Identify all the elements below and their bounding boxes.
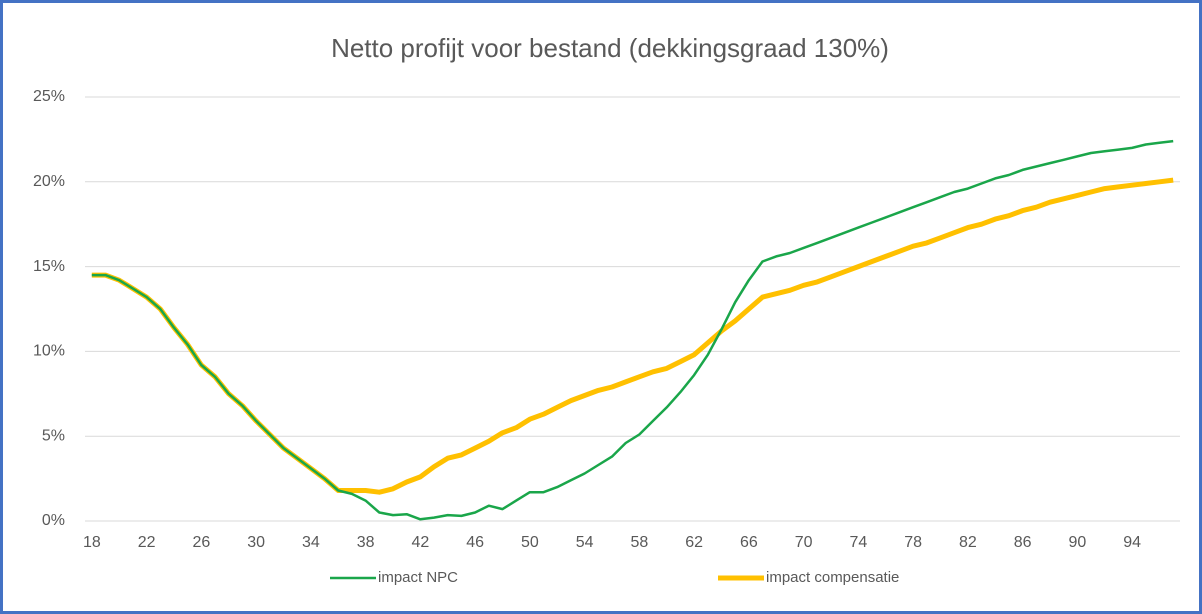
x-tick-label: 86 xyxy=(1014,534,1032,551)
x-tick-label: 78 xyxy=(904,534,922,551)
x-tick-label: 22 xyxy=(138,534,156,551)
legend-label: impact compensatie xyxy=(766,569,899,586)
y-tick-label: 5% xyxy=(42,427,65,444)
x-tick-label: 90 xyxy=(1068,534,1086,551)
x-tick-label: 50 xyxy=(521,534,539,551)
x-tick-label: 34 xyxy=(302,534,320,551)
x-tick-label: 26 xyxy=(192,534,210,551)
y-tick-label: 0% xyxy=(42,512,65,529)
x-tick-label: 38 xyxy=(357,534,375,551)
y-tick-label: 15% xyxy=(33,258,65,275)
x-tick-label: 66 xyxy=(740,534,758,551)
chart-title: Netto profijt voor bestand (dekkingsgraa… xyxy=(331,33,889,63)
x-tick-label: 30 xyxy=(247,534,265,551)
x-tick-label: 18 xyxy=(83,534,101,551)
x-tick-label: 82 xyxy=(959,534,977,551)
y-tick-label: 25% xyxy=(33,88,65,105)
x-tick-label: 46 xyxy=(466,534,484,551)
x-tick-label: 94 xyxy=(1123,534,1141,551)
series-line xyxy=(91,139,1174,521)
x-tick-label: 54 xyxy=(576,534,594,551)
x-tick-label: 62 xyxy=(685,534,703,551)
x-tick-label: 58 xyxy=(630,534,648,551)
x-tick-label: 42 xyxy=(411,534,429,551)
y-tick-label: 20% xyxy=(33,173,65,190)
y-tick-label: 10% xyxy=(33,343,65,360)
legend-label: impact NPC xyxy=(378,569,458,586)
x-tick-label: 70 xyxy=(795,534,813,551)
x-tick-label: 74 xyxy=(849,534,867,551)
